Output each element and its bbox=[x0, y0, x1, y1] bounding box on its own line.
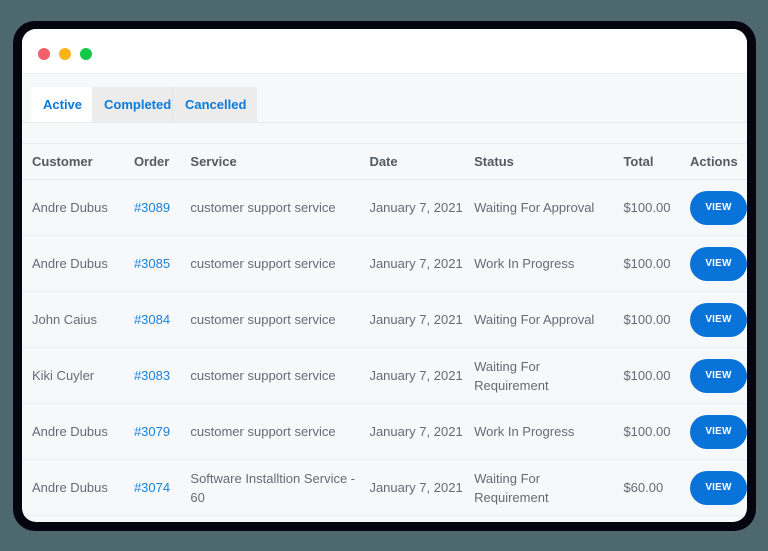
customer-cell: Andre Dubus bbox=[22, 459, 134, 516]
date-cell: January 7, 2021 bbox=[369, 291, 475, 348]
status-cell: Waiting For Requirement bbox=[474, 459, 624, 516]
customer-cell: John Caius bbox=[22, 291, 134, 348]
total-cell: $100.00 bbox=[623, 347, 690, 404]
view-button[interactable]: VIEW bbox=[690, 470, 747, 505]
order-link[interactable]: #3074 bbox=[133, 480, 171, 495]
orders-table: Customer Order Service Date Status Total… bbox=[22, 143, 747, 516]
service-cell: customer support service bbox=[190, 403, 370, 460]
view-button[interactable]: VIEW bbox=[690, 246, 747, 281]
view-button[interactable]: VIEW bbox=[690, 302, 747, 337]
customer-cell: Andre Dubus bbox=[22, 235, 134, 292]
status-cell: Waiting For Approval bbox=[474, 291, 624, 348]
status-cell: Work In Progress bbox=[474, 235, 624, 292]
total-cell: $100.00 bbox=[623, 403, 690, 460]
column-header-total: Total bbox=[623, 143, 690, 180]
tab-completed[interactable]: Completed bbox=[92, 87, 173, 122]
table-row: Kiki Cuyler #3083 customer support servi… bbox=[22, 347, 747, 404]
table-row: Andre Dubus #3085 customer support servi… bbox=[22, 235, 747, 292]
date-cell: January 7, 2021 bbox=[369, 235, 475, 292]
view-button[interactable]: VIEW bbox=[690, 414, 747, 449]
date-cell: January 7, 2021 bbox=[369, 179, 475, 236]
table-row: Andre Dubus #3089 customer support servi… bbox=[22, 179, 747, 236]
title-bar bbox=[22, 29, 747, 74]
column-header-date: Date bbox=[369, 143, 475, 180]
date-cell: January 7, 2021 bbox=[369, 403, 475, 460]
customer-cell: Andre Dubus bbox=[22, 179, 134, 236]
customer-cell: Kiki Cuyler bbox=[22, 347, 134, 404]
maximize-window-icon[interactable] bbox=[80, 48, 92, 60]
date-cell: January 7, 2021 bbox=[369, 347, 475, 404]
column-header-order: Order bbox=[133, 143, 191, 180]
table-row: John Caius #3084 customer support servic… bbox=[22, 291, 747, 348]
order-link[interactable]: #3084 bbox=[133, 312, 171, 327]
order-link[interactable]: #3083 bbox=[133, 368, 171, 383]
view-button[interactable]: VIEW bbox=[690, 190, 747, 225]
customer-cell: Andre Dubus bbox=[22, 403, 134, 460]
order-link[interactable]: #3079 bbox=[133, 424, 171, 439]
minimize-window-icon[interactable] bbox=[59, 48, 71, 60]
view-button[interactable]: VIEW bbox=[690, 358, 747, 393]
status-cell: Work In Progress bbox=[474, 403, 624, 460]
status-cell: Waiting For Approval bbox=[474, 179, 624, 236]
table-header-row: Customer Order Service Date Status Total… bbox=[22, 143, 747, 180]
app-window: Active Completed Cancelled Customer Orde… bbox=[22, 29, 747, 522]
order-link[interactable]: #3089 bbox=[133, 200, 171, 215]
service-cell: customer support service bbox=[190, 235, 370, 292]
total-cell: $60.00 bbox=[623, 459, 690, 516]
tab-active[interactable]: Active bbox=[31, 87, 92, 122]
total-cell: $100.00 bbox=[623, 179, 690, 236]
service-cell: customer support service bbox=[190, 291, 370, 348]
date-cell: January 7, 2021 bbox=[369, 459, 475, 516]
close-window-icon[interactable] bbox=[38, 48, 50, 60]
service-cell: customer support service bbox=[190, 347, 370, 404]
total-cell: $100.00 bbox=[623, 235, 690, 292]
order-tabs: Active Completed Cancelled bbox=[31, 87, 257, 122]
total-cell: $100.00 bbox=[623, 291, 690, 348]
tab-divider bbox=[22, 122, 747, 123]
column-header-status: Status bbox=[474, 143, 624, 180]
table-row: Andre Dubus #3074 Software Installtion S… bbox=[22, 459, 747, 516]
column-header-actions: Actions bbox=[690, 143, 747, 180]
service-cell: customer support service bbox=[190, 179, 370, 236]
column-header-customer: Customer bbox=[22, 143, 134, 180]
tab-cancelled[interactable]: Cancelled bbox=[173, 87, 257, 122]
table-row: Andre Dubus #3079 customer support servi… bbox=[22, 403, 747, 460]
order-link[interactable]: #3085 bbox=[133, 256, 171, 271]
column-header-service: Service bbox=[190, 143, 370, 180]
service-cell: Software Installtion Service - 60 bbox=[190, 459, 370, 516]
status-cell: Waiting For Requirement bbox=[474, 347, 624, 404]
